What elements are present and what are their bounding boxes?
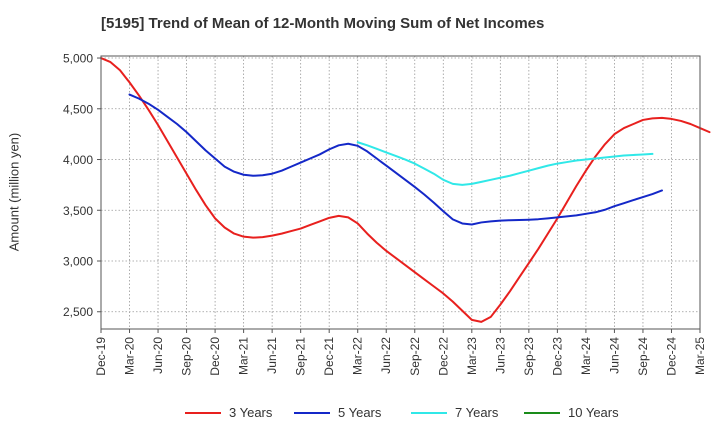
- legend-label: 3 Years: [229, 405, 273, 420]
- legend-label: 10 Years: [568, 405, 619, 420]
- legend-item: 5 Years: [294, 405, 381, 420]
- y-tick-label: 4,000: [63, 153, 93, 167]
- x-tick-label: Jun-23: [493, 337, 507, 374]
- series-line-7-years: [356, 141, 654, 186]
- legend-swatch: [294, 411, 330, 414]
- y-tick-label: 2,500: [63, 305, 93, 319]
- x-tick-label: Mar-20: [123, 337, 137, 375]
- y-tick-label: 3,000: [63, 255, 93, 269]
- grid-layer: [100, 56, 701, 329]
- series-line-3-years: [100, 57, 711, 323]
- x-tick-label: Dec-23: [550, 337, 564, 376]
- chart-title: [5195] Trend of Mean of 12-Month Moving …: [101, 15, 545, 32]
- x-tick-label: Jun-24: [607, 337, 621, 374]
- x-tick-label: Mar-21: [237, 337, 251, 375]
- x-tick-label: Dec-20: [208, 337, 222, 376]
- legend-item: 7 Years: [411, 405, 498, 420]
- y-tick-label: 3,500: [63, 204, 93, 218]
- y-tick-label: 5,000: [63, 52, 93, 66]
- x-tick-label: Mar-23: [465, 337, 479, 375]
- series-line-5-years: [128, 93, 663, 226]
- legend-swatch: [185, 411, 221, 414]
- y-tick-label: 4,500: [63, 102, 93, 116]
- x-tick-label: Dec-24: [664, 337, 678, 376]
- x-tick-label: Mar-24: [579, 337, 593, 375]
- x-tick-labels: Dec-19 Mar-20 Jun-20 Sep-20 Dec-20 Mar-21 Jun-…: [94, 337, 707, 376]
- legend-label: 7 Years: [455, 405, 499, 420]
- x-tick-label: Sep-22: [408, 337, 422, 376]
- x-tick-label: Sep-20: [180, 337, 194, 376]
- plot-frame: [100, 55, 701, 330]
- x-tick-label: Mar-22: [351, 337, 365, 375]
- legend-item: 10 Years: [524, 405, 619, 420]
- chart-legend: 3 Years 5 Years 7 Years 10 Years: [0, 405, 720, 425]
- x-tick-label: Sep-21: [294, 337, 308, 376]
- frame-layer: [97, 55, 701, 333]
- x-tick-label: Jun-21: [265, 337, 279, 374]
- x-tick-label: Dec-22: [436, 337, 450, 376]
- legend-swatch: [524, 411, 560, 414]
- legend-label: 5 Years: [338, 405, 382, 420]
- x-tick-label: Sep-23: [522, 337, 536, 376]
- x-tick-label: Dec-19: [94, 337, 108, 376]
- legend-swatch: [411, 411, 447, 414]
- x-tick-label: Jun-22: [379, 337, 393, 374]
- x-tick-label: Mar-25: [693, 337, 707, 375]
- x-tick-label: Jun-20: [151, 337, 165, 374]
- x-tick-label: Dec-21: [322, 337, 336, 376]
- y-tick-labels: 2,500 3,000 3,500 4,000 4,500 5,000: [63, 52, 93, 320]
- series-layer: [100, 57, 711, 323]
- legend-item: 3 Years: [185, 405, 272, 420]
- x-tick-label: Sep-24: [636, 337, 650, 376]
